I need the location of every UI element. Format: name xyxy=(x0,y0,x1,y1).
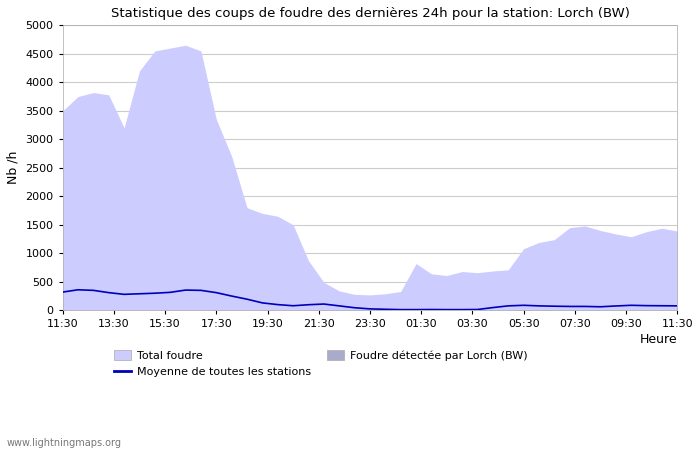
Legend: Total foudre, Moyenne de toutes les stations, Foudre détectée par Lorch (BW): Total foudre, Moyenne de toutes les stat… xyxy=(114,350,527,377)
Text: www.lightningmaps.org: www.lightningmaps.org xyxy=(7,438,122,448)
Title: Statistique des coups de foudre des dernières 24h pour la station: Lorch (BW): Statistique des coups de foudre des dern… xyxy=(111,7,629,20)
Y-axis label: Nb /h: Nb /h xyxy=(7,151,20,184)
Text: Heure: Heure xyxy=(640,333,677,346)
